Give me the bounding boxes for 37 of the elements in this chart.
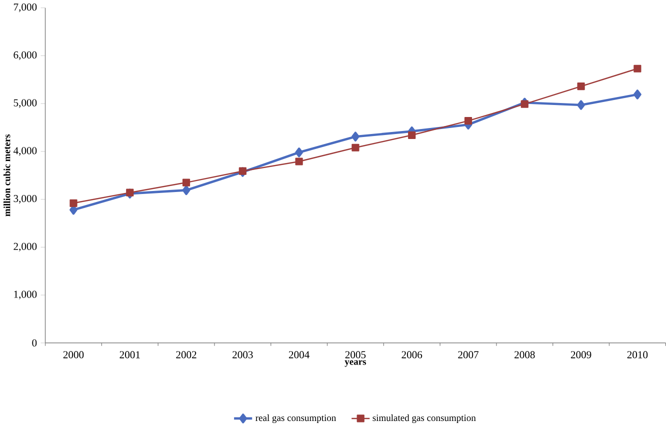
point	[182, 185, 190, 196]
point	[634, 64, 642, 73]
y-tick-label: 3,000	[14, 195, 37, 204]
x-tick-label: 2008	[514, 351, 535, 358]
x-tick-label: 2002	[176, 351, 196, 358]
y-axis-title: million cubic meters	[4, 134, 10, 216]
x-tick-label: 2003	[232, 351, 253, 358]
legend-label: real gas consumption	[256, 414, 336, 424]
point	[464, 117, 472, 125]
point	[295, 158, 303, 166]
y-tick-label: 2,000	[14, 242, 37, 252]
x-tick-label: 2001	[120, 351, 140, 358]
point	[520, 100, 528, 108]
y-tick-label: 6,000	[14, 51, 37, 60]
point	[352, 132, 360, 142]
point	[633, 90, 642, 100]
point	[577, 82, 585, 90]
point	[577, 100, 585, 110]
y-tick-label: 4,000	[13, 147, 37, 156]
y-tick-label: 0	[32, 339, 37, 347]
point	[70, 199, 78, 208]
point	[182, 178, 190, 186]
point	[408, 131, 416, 140]
point	[352, 144, 360, 152]
legend-label: simulated gas consumption	[372, 414, 476, 424]
x-tick-label: 2009	[570, 351, 592, 358]
x-tick-label: 2010	[627, 351, 648, 358]
y-tick-label: 1,000	[14, 290, 37, 300]
y-tick-label: 7,000	[14, 4, 37, 12]
x-tick-label: 2005	[345, 351, 366, 358]
x-axis-title: years	[344, 360, 366, 367]
x-tick-label: 2000	[63, 351, 84, 358]
x-tick-label: 2007	[458, 351, 479, 358]
x-tick-label: 2006	[402, 351, 422, 358]
y-tick-label: 5,000	[14, 99, 37, 108]
point	[295, 148, 303, 158]
x-tick-label: 2004	[288, 351, 310, 358]
